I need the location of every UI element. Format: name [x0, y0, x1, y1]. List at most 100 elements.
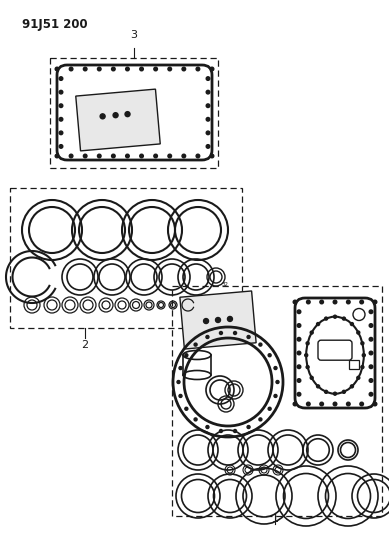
Circle shape	[276, 381, 279, 384]
Bar	[180, 291, 256, 349]
Circle shape	[182, 154, 186, 158]
Circle shape	[369, 392, 373, 396]
Circle shape	[233, 430, 237, 432]
Circle shape	[333, 315, 336, 318]
Circle shape	[357, 376, 360, 379]
Circle shape	[59, 90, 63, 94]
Bar	[172, 286, 382, 516]
Text: 3: 3	[130, 30, 137, 40]
Circle shape	[69, 67, 73, 71]
Circle shape	[317, 322, 320, 326]
Circle shape	[297, 324, 301, 327]
Circle shape	[219, 430, 223, 432]
Circle shape	[361, 366, 364, 369]
Circle shape	[307, 402, 310, 406]
Circle shape	[59, 77, 63, 80]
Circle shape	[310, 376, 313, 379]
Circle shape	[350, 385, 354, 388]
Circle shape	[112, 154, 115, 158]
Circle shape	[342, 390, 345, 393]
Circle shape	[206, 425, 209, 429]
Bar	[50, 58, 218, 168]
Circle shape	[333, 402, 337, 406]
Circle shape	[194, 418, 197, 421]
Circle shape	[268, 354, 271, 357]
Circle shape	[259, 343, 262, 346]
Circle shape	[206, 117, 210, 121]
Circle shape	[177, 381, 180, 384]
Circle shape	[98, 67, 101, 71]
Circle shape	[369, 324, 373, 327]
Circle shape	[206, 77, 210, 80]
Circle shape	[206, 104, 210, 108]
Circle shape	[113, 112, 118, 118]
Circle shape	[59, 117, 63, 121]
Circle shape	[373, 402, 377, 406]
Circle shape	[168, 67, 172, 71]
Circle shape	[206, 131, 210, 135]
Circle shape	[59, 104, 63, 108]
Text: 1: 1	[272, 514, 279, 524]
Circle shape	[126, 67, 129, 71]
Circle shape	[333, 300, 337, 304]
Circle shape	[154, 154, 158, 158]
Circle shape	[369, 310, 373, 313]
Circle shape	[185, 354, 188, 357]
Circle shape	[203, 319, 209, 324]
Circle shape	[297, 365, 301, 368]
Circle shape	[297, 351, 301, 355]
Circle shape	[59, 144, 63, 148]
Circle shape	[83, 154, 87, 158]
Text: 2: 2	[81, 340, 89, 350]
Circle shape	[55, 67, 59, 71]
Circle shape	[168, 154, 172, 158]
Circle shape	[182, 67, 186, 71]
Circle shape	[361, 342, 364, 345]
Circle shape	[373, 300, 377, 304]
Circle shape	[210, 67, 214, 71]
Circle shape	[112, 67, 115, 71]
Circle shape	[69, 154, 73, 158]
Circle shape	[59, 131, 63, 135]
Circle shape	[140, 154, 143, 158]
Circle shape	[179, 367, 182, 369]
Text: 32: 32	[222, 282, 229, 287]
Bar	[76, 89, 160, 151]
Circle shape	[369, 337, 373, 341]
Circle shape	[306, 366, 309, 369]
Circle shape	[194, 343, 197, 346]
Circle shape	[360, 300, 363, 304]
Circle shape	[347, 300, 350, 304]
Circle shape	[324, 317, 328, 320]
Circle shape	[369, 365, 373, 368]
Circle shape	[350, 322, 354, 326]
Circle shape	[293, 300, 297, 304]
Text: 91J51 200: 91J51 200	[22, 18, 88, 31]
Circle shape	[293, 402, 297, 406]
Circle shape	[247, 335, 250, 338]
Circle shape	[206, 90, 210, 94]
Circle shape	[233, 332, 237, 335]
Circle shape	[297, 337, 301, 341]
Circle shape	[196, 154, 200, 158]
Circle shape	[297, 379, 301, 382]
Circle shape	[185, 407, 188, 410]
Circle shape	[310, 331, 313, 334]
Circle shape	[98, 154, 101, 158]
Circle shape	[333, 392, 336, 395]
Circle shape	[274, 394, 277, 398]
Circle shape	[219, 332, 223, 335]
Circle shape	[206, 144, 210, 148]
Bar	[349, 360, 359, 369]
Circle shape	[228, 317, 233, 321]
Circle shape	[362, 354, 365, 357]
Circle shape	[324, 390, 328, 393]
Circle shape	[140, 67, 143, 71]
Circle shape	[369, 351, 373, 355]
Circle shape	[307, 300, 310, 304]
Circle shape	[320, 300, 324, 304]
Bar	[10, 188, 242, 328]
Circle shape	[83, 67, 87, 71]
Circle shape	[274, 367, 277, 369]
Circle shape	[55, 154, 59, 158]
